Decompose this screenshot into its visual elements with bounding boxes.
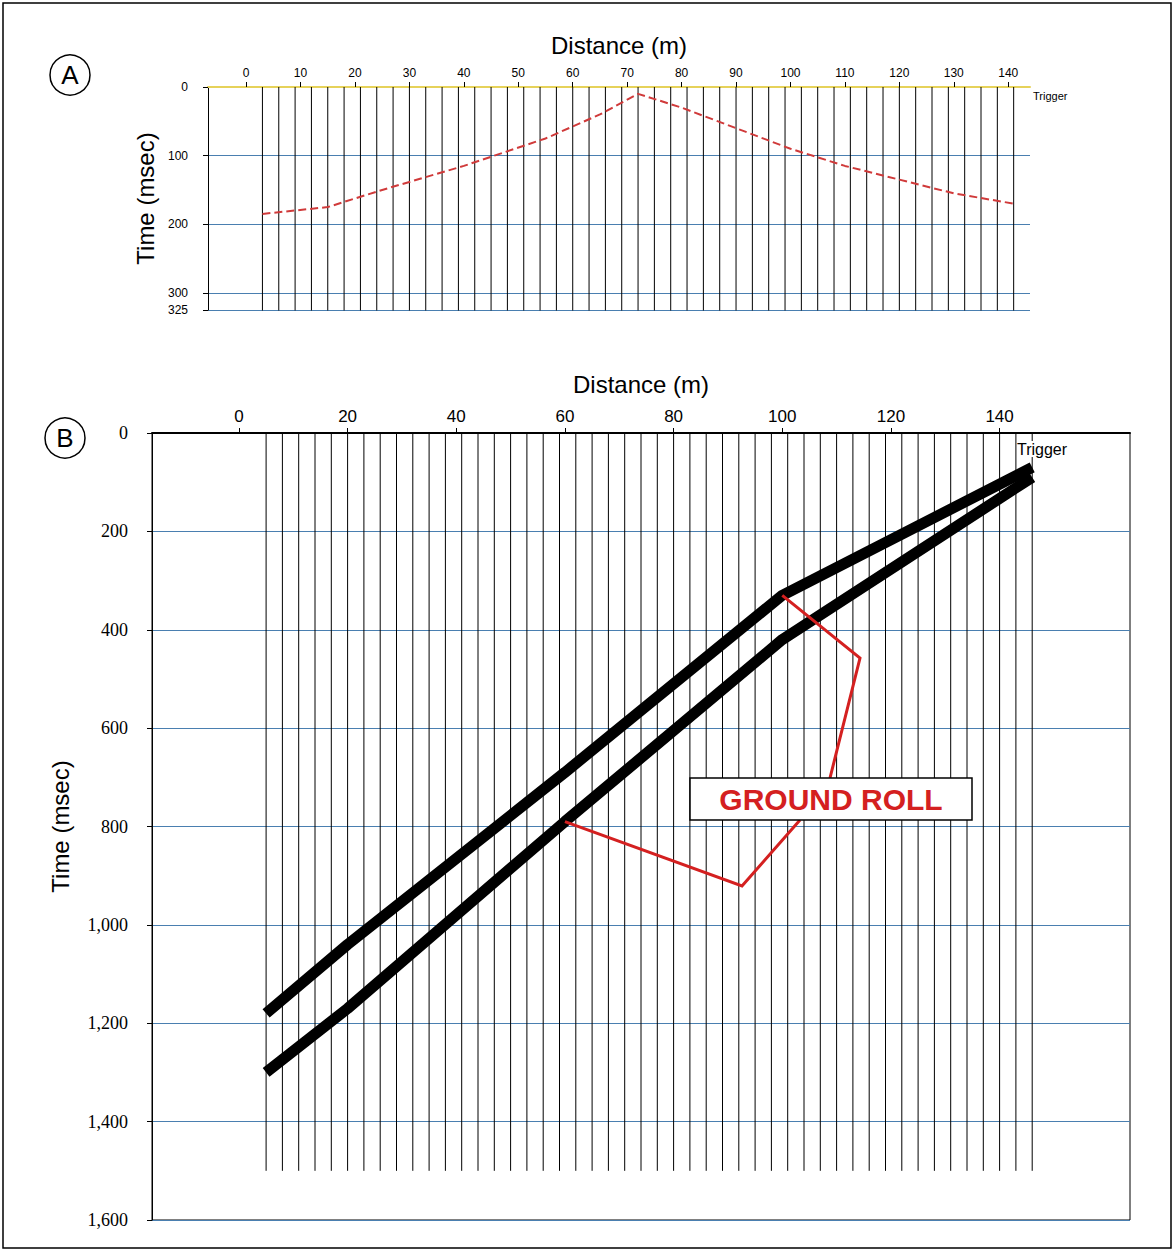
- svg-text:Distance (m): Distance (m): [573, 371, 709, 398]
- svg-text:40: 40: [457, 66, 471, 80]
- svg-text:A: A: [61, 60, 79, 90]
- svg-text:Distance (m): Distance (m): [551, 32, 687, 59]
- svg-text:1,400: 1,400: [88, 1112, 129, 1132]
- svg-text:1,200: 1,200: [88, 1013, 129, 1033]
- svg-text:GROUND ROLL: GROUND ROLL: [719, 783, 942, 816]
- svg-text:120: 120: [889, 66, 909, 80]
- svg-text:1,600: 1,600: [88, 1210, 129, 1230]
- svg-text:B: B: [56, 423, 73, 453]
- svg-text:80: 80: [664, 407, 683, 426]
- svg-text:0: 0: [181, 80, 188, 94]
- svg-text:0: 0: [234, 407, 243, 426]
- svg-text:110: 110: [835, 66, 854, 80]
- svg-text:800: 800: [101, 817, 128, 837]
- svg-text:20: 20: [338, 407, 357, 426]
- svg-text:300: 300: [168, 286, 188, 300]
- svg-text:130: 130: [944, 66, 964, 80]
- svg-text:70: 70: [620, 66, 634, 80]
- svg-text:Trigger: Trigger: [1033, 90, 1068, 102]
- svg-text:600: 600: [101, 718, 128, 738]
- svg-text:80: 80: [675, 66, 689, 80]
- svg-text:Trigger: Trigger: [1017, 441, 1068, 458]
- svg-text:0: 0: [119, 423, 128, 443]
- svg-text:140: 140: [985, 407, 1013, 426]
- svg-text:100: 100: [780, 66, 800, 80]
- svg-text:20: 20: [348, 66, 362, 80]
- svg-text:Time (msec): Time (msec): [132, 132, 159, 264]
- svg-text:30: 30: [403, 66, 417, 80]
- svg-text:60: 60: [555, 407, 574, 426]
- svg-text:1,000: 1,000: [88, 915, 129, 935]
- svg-text:120: 120: [877, 407, 905, 426]
- svg-text:100: 100: [768, 407, 796, 426]
- svg-text:325: 325: [168, 303, 188, 317]
- svg-text:40: 40: [447, 407, 466, 426]
- svg-text:90: 90: [729, 66, 743, 80]
- svg-text:100: 100: [168, 149, 188, 163]
- svg-text:200: 200: [168, 217, 188, 231]
- svg-text:Time (msec): Time (msec): [47, 760, 74, 892]
- svg-text:60: 60: [566, 66, 580, 80]
- svg-text:10: 10: [294, 66, 308, 80]
- svg-text:400: 400: [101, 620, 128, 640]
- svg-text:140: 140: [998, 66, 1018, 80]
- svg-text:50: 50: [512, 66, 526, 80]
- svg-text:0: 0: [243, 66, 250, 80]
- svg-text:200: 200: [101, 521, 128, 541]
